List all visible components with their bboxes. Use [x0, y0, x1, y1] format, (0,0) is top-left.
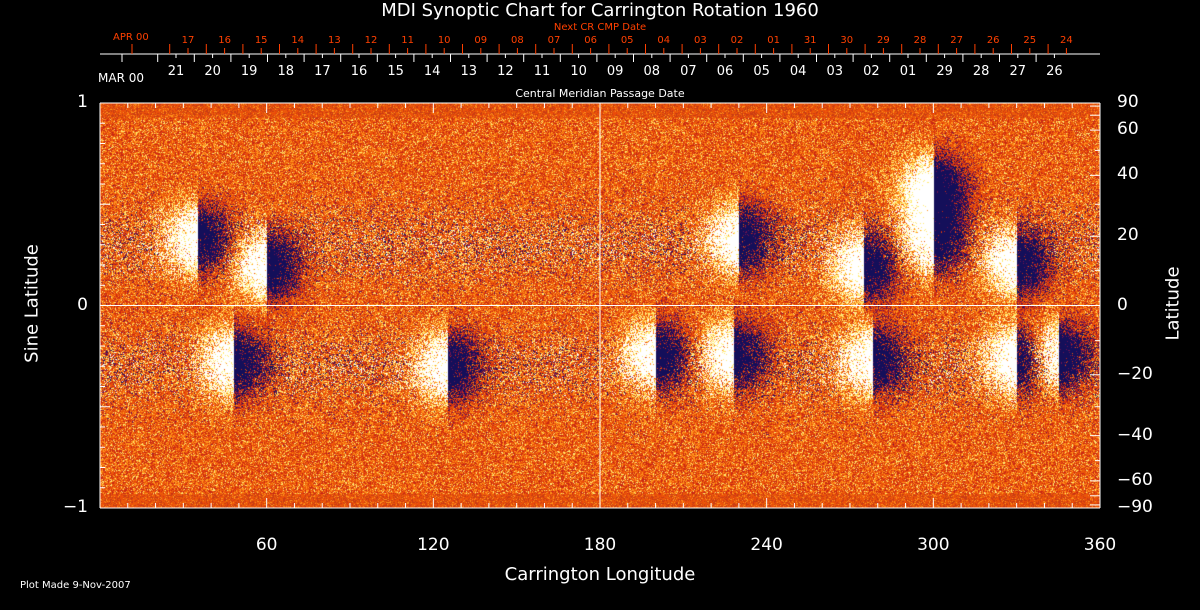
- next-cr-date-label: 03: [694, 35, 707, 46]
- cmp-date-label: 01: [899, 64, 917, 79]
- x-tick-label: 240: [750, 535, 783, 555]
- cmp-date-label: 05: [753, 64, 770, 79]
- next-month-label: APR 00: [113, 32, 149, 43]
- next-cr-date-label: 04: [657, 35, 671, 46]
- y-right-tick-label: −90: [1117, 497, 1153, 517]
- cmp-date-label: 10: [570, 64, 587, 79]
- y-axis-left-label: Sine Latitude: [21, 244, 43, 363]
- next-cr-date-label: 24: [1060, 35, 1073, 46]
- cmp-date-label: 17: [314, 64, 331, 79]
- next-cr-date-label: 10: [437, 35, 451, 46]
- cmp-date-label: 12: [497, 64, 514, 79]
- next-cr-date-label: 31: [803, 35, 817, 46]
- next-cr-date-label: 14: [291, 35, 305, 46]
- next-cr-date-label: 29: [877, 35, 890, 46]
- x-tick-label: 60: [255, 535, 278, 555]
- next-cr-date-label: 06: [584, 35, 597, 46]
- cmp-date-label: 03: [826, 64, 844, 79]
- y-right-tick-label: −40: [1117, 424, 1153, 445]
- cmp-date-label: 13: [460, 64, 478, 79]
- next-cr-axis-title: Next CR CMP Date: [553, 22, 647, 33]
- cmp-date-label: 27: [1009, 64, 1027, 79]
- cmp-date-label: 28: [972, 64, 990, 79]
- cmp-date-label: 20: [204, 64, 221, 79]
- next-cr-date-label: 30: [840, 35, 854, 46]
- y-right-tick-label: −20: [1117, 363, 1153, 384]
- y-left-tick-label: 1: [77, 92, 88, 112]
- x-tick-label: 360: [1083, 535, 1117, 555]
- x-axis-label: Carrington Longitude: [504, 564, 696, 585]
- cmp-date-label: 08: [643, 64, 661, 79]
- x-tick-label: 180: [583, 535, 617, 555]
- next-cr-date-label: 08: [511, 35, 524, 46]
- y-left-tick-label: −1: [62, 497, 88, 517]
- next-cr-date-label: 01: [767, 35, 780, 46]
- y-axis-right-label: Latitude: [1162, 266, 1184, 341]
- cmp-date-label: 07: [680, 64, 697, 79]
- x-tick-label: 120: [417, 535, 450, 555]
- cmp-date-label: 14: [423, 64, 441, 79]
- chart-title: MDI Synoptic Chart for Carrington Rotati…: [381, 0, 819, 21]
- cmp-date-label: 15: [387, 64, 404, 79]
- cmp-date-label: 09: [606, 64, 624, 79]
- y-right-tick-label: 0: [1117, 294, 1128, 315]
- y-right-tick-label: −60: [1117, 469, 1153, 490]
- next-cr-date-label: 17: [181, 35, 195, 46]
- next-cr-date-label: 28: [913, 35, 927, 46]
- cmp-date-label: 16: [350, 64, 368, 79]
- cmp-axis-title: Central Meridian Passage Date: [515, 87, 685, 100]
- y-left-tick-label: 0: [77, 294, 88, 315]
- cmp-date-label: 02: [863, 64, 880, 79]
- next-cr-date-label: 25: [1023, 35, 1037, 46]
- next-cr-date-label: 16: [218, 35, 231, 46]
- cmp-date-label: 29: [936, 64, 953, 79]
- y-right-tick-label: 40: [1117, 164, 1139, 185]
- cmp-date-label: 04: [789, 64, 807, 79]
- x-tick-label: 300: [917, 535, 950, 555]
- next-cr-date-label: 07: [547, 35, 561, 46]
- cmp-date-label: 21: [167, 64, 185, 79]
- next-cr-date-label: 15: [254, 35, 268, 46]
- next-cr-date-label: 11: [401, 35, 414, 46]
- next-cr-date-label: 02: [730, 35, 744, 46]
- cmp-month-label: MAR 00: [98, 71, 144, 85]
- next-cr-date-label: 13: [328, 35, 341, 46]
- next-cr-date-label: 12: [364, 35, 378, 46]
- next-cr-date-label: 09: [474, 35, 488, 46]
- cmp-date-label: 11: [533, 64, 551, 79]
- plot-made-footer: Plot Made 9-Nov-2007: [20, 580, 131, 591]
- y-right-tick-label: 60: [1117, 119, 1139, 140]
- cmp-date-label: 26: [1046, 64, 1063, 79]
- cmp-date-label: 19: [240, 64, 258, 79]
- y-right-tick-label: 90: [1117, 92, 1139, 112]
- next-cr-date-label: 27: [950, 35, 963, 46]
- next-cr-date-label: 26: [986, 35, 1000, 46]
- next-cr-date-label: 05: [620, 35, 634, 46]
- y-right-tick-label: 20: [1117, 225, 1139, 246]
- cmp-date-label: 18: [277, 64, 295, 79]
- cmp-date-label: 06: [716, 64, 734, 79]
